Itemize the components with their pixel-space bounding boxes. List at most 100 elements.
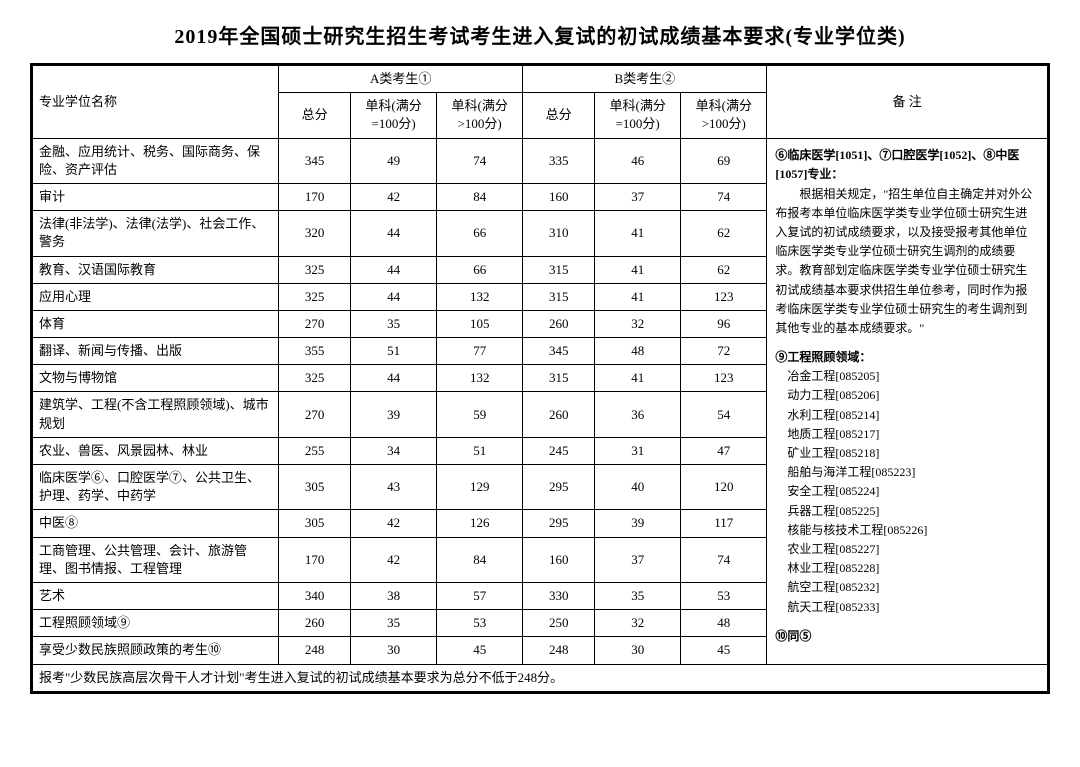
degree-name-cell: 教育、汉语国际教育 (33, 256, 279, 283)
header-b-g100: 单科(满分>100分) (681, 93, 767, 138)
score-cell: 345 (279, 138, 351, 183)
score-cell: 39 (351, 392, 437, 437)
score-cell: 123 (681, 283, 767, 310)
score-cell: 41 (595, 211, 681, 256)
score-cell: 32 (595, 610, 681, 637)
degree-name-cell: 文物与博物馆 (33, 365, 279, 392)
score-cell: 255 (279, 437, 351, 464)
score-cell: 248 (279, 637, 351, 664)
score-cell: 41 (595, 283, 681, 310)
score-cell: 270 (279, 310, 351, 337)
score-cell: 123 (681, 365, 767, 392)
score-cell: 48 (595, 338, 681, 365)
score-cell: 295 (523, 510, 595, 537)
header-group-a: A类考生① (279, 66, 523, 93)
score-cell: 36 (595, 392, 681, 437)
header-remarks: 备 注 (767, 66, 1048, 139)
engineering-field-line: 航空工程[085232] (775, 578, 1039, 597)
score-cell: 96 (681, 310, 767, 337)
score-cell: 42 (351, 183, 437, 210)
score-cell: 45 (437, 637, 523, 664)
score-cell: 320 (279, 211, 351, 256)
score-cell: 117 (681, 510, 767, 537)
header-a-s100: 单科(满分=100分) (351, 93, 437, 138)
score-cell: 270 (279, 392, 351, 437)
score-cell: 160 (523, 183, 595, 210)
score-cell: 170 (279, 183, 351, 210)
score-cell: 132 (437, 365, 523, 392)
table-container: 专业学位名称 A类考生① B类考生② 备 注 总分 单科(满分=100分) 单科… (30, 63, 1050, 694)
header-a-total: 总分 (279, 93, 351, 138)
degree-name-cell: 建筑学、工程(不含工程照顾领域)、城市规划 (33, 392, 279, 437)
header-b-s100: 单科(满分=100分) (595, 93, 681, 138)
score-cell: 46 (595, 138, 681, 183)
degree-name-cell: 工程照顾领域⑨ (33, 610, 279, 637)
score-cell: 41 (595, 365, 681, 392)
score-cell: 325 (279, 256, 351, 283)
engineering-field-line: 林业工程[085228] (775, 559, 1039, 578)
score-cell: 47 (681, 437, 767, 464)
page-title: 2019年全国硕士研究生招生考试考生进入复试的初试成绩基本要求(专业学位类) (30, 20, 1050, 49)
score-cell: 42 (351, 537, 437, 582)
score-table: 专业学位名称 A类考生① B类考生② 备 注 总分 单科(满分=100分) 单科… (32, 65, 1048, 692)
degree-name-cell: 金融、应用统计、税务、国际商务、保险、资产评估 (33, 138, 279, 183)
score-cell: 38 (351, 582, 437, 609)
score-cell: 315 (523, 365, 595, 392)
degree-name-cell: 农业、兽医、风景园林、林业 (33, 437, 279, 464)
header-group-b: B类考生② (523, 66, 767, 93)
score-cell: 35 (595, 582, 681, 609)
degree-name-cell: 工商管理、公共管理、会计、旅游管理、图书情报、工程管理 (33, 537, 279, 582)
score-cell: 74 (681, 537, 767, 582)
score-cell: 305 (279, 465, 351, 510)
degree-name-cell: 临床医学⑥、口腔医学⑦、公共卫生、护理、药学、中药学 (33, 465, 279, 510)
degree-name-cell: 中医⑧ (33, 510, 279, 537)
engineering-field-line: 船舶与海洋工程[085223] (775, 463, 1039, 482)
score-cell: 39 (595, 510, 681, 537)
score-cell: 30 (351, 637, 437, 664)
engineering-field-line: 矿业工程[085218] (775, 444, 1039, 463)
score-cell: 35 (351, 610, 437, 637)
score-cell: 74 (437, 138, 523, 183)
score-cell: 260 (523, 392, 595, 437)
score-cell: 129 (437, 465, 523, 510)
degree-name-cell: 应用心理 (33, 283, 279, 310)
table-row: 金融、应用统计、税务、国际商务、保险、资产评估34549743354669⑥临床… (33, 138, 1048, 183)
engineering-field-line: 冶金工程[085205] (775, 367, 1039, 386)
footnote-row: 报考"少数民族高层次骨干人才计划"考生进入复试的初试成绩基本要求为总分不低于24… (33, 664, 1048, 691)
score-cell: 72 (681, 338, 767, 365)
remarks-block3: ⑩同⑤ (775, 627, 1039, 646)
score-cell: 105 (437, 310, 523, 337)
score-cell: 66 (437, 256, 523, 283)
score-cell: 49 (351, 138, 437, 183)
score-cell: 37 (595, 183, 681, 210)
engineering-field-line: 安全工程[085224] (775, 482, 1039, 501)
remarks-block-engineering: ⑨工程照顾领域： 冶金工程[085205] 动力工程[085206] 水利工程[… (775, 348, 1039, 617)
score-cell: 77 (437, 338, 523, 365)
score-cell: 53 (681, 582, 767, 609)
remarks-block-medicine: ⑥临床医学[1051]、⑦口腔医学[1052]、⑧中医[1057]专业： 根据相… (775, 146, 1039, 338)
engineering-field-line: 动力工程[085206] (775, 386, 1039, 405)
engineering-field-line: 兵器工程[085225] (775, 502, 1039, 521)
score-cell: 42 (351, 510, 437, 537)
score-cell: 53 (437, 610, 523, 637)
score-cell: 51 (351, 338, 437, 365)
header-a-g100: 单科(满分>100分) (437, 93, 523, 138)
score-cell: 30 (595, 637, 681, 664)
score-cell: 48 (681, 610, 767, 637)
degree-name-cell: 法律(非法学)、法律(法学)、社会工作、警务 (33, 211, 279, 256)
degree-name-cell: 享受少数民族照顾政策的考生⑩ (33, 637, 279, 664)
score-cell: 37 (595, 537, 681, 582)
engineering-field-line: 航天工程[085233] (775, 598, 1039, 617)
score-cell: 310 (523, 211, 595, 256)
engineering-field-line: 农业工程[085227] (775, 540, 1039, 559)
score-cell: 35 (351, 310, 437, 337)
score-cell: 31 (595, 437, 681, 464)
engineering-field-line: 地质工程[085217] (775, 425, 1039, 444)
score-cell: 250 (523, 610, 595, 637)
score-cell: 32 (595, 310, 681, 337)
score-cell: 325 (279, 365, 351, 392)
degree-name-cell: 审计 (33, 183, 279, 210)
engineering-field-line: 核能与核技术工程[085226] (775, 521, 1039, 540)
score-cell: 44 (351, 365, 437, 392)
score-cell: 62 (681, 256, 767, 283)
